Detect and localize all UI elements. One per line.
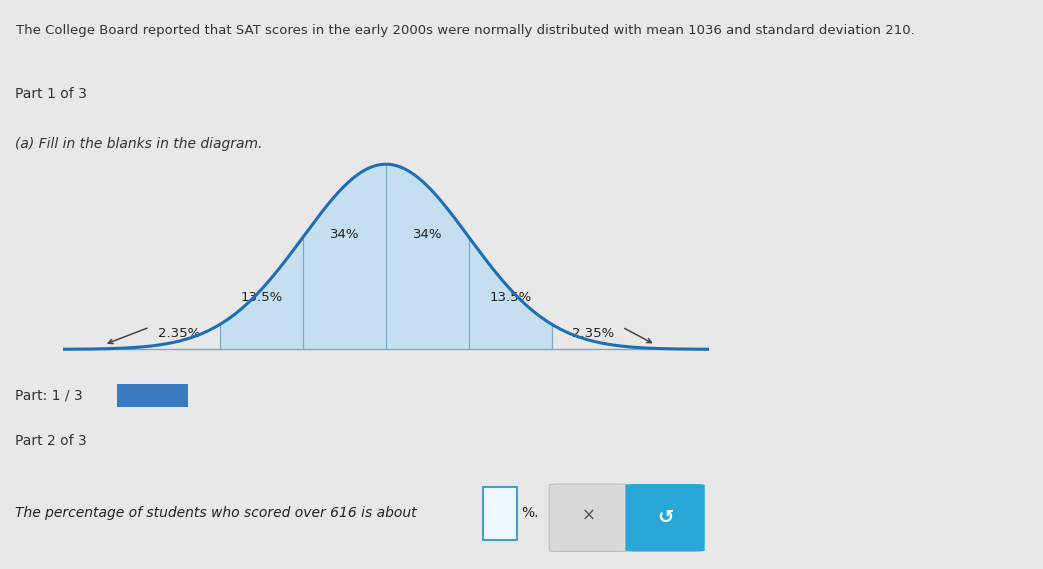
- Text: The College Board reported that SAT scores in the early 2000s were normally dist: The College Board reported that SAT scor…: [16, 24, 915, 37]
- FancyBboxPatch shape: [626, 484, 705, 551]
- Text: 13.5%: 13.5%: [489, 291, 531, 304]
- Text: %.: %.: [522, 506, 539, 519]
- Bar: [483, 487, 516, 541]
- Text: Part 2 of 3: Part 2 of 3: [16, 434, 87, 448]
- Text: 34%: 34%: [330, 228, 359, 241]
- Text: ↺: ↺: [657, 508, 673, 527]
- Text: (a) Fill in the blanks in the diagram.: (a) Fill in the blanks in the diagram.: [16, 137, 263, 151]
- Text: The percentage of students who scored over 616 is about: The percentage of students who scored ov…: [16, 506, 417, 519]
- Text: Part 1 of 3: Part 1 of 3: [16, 87, 88, 101]
- Bar: [117, 384, 188, 407]
- Text: 2.35%: 2.35%: [572, 327, 614, 340]
- Text: ×: ×: [582, 507, 596, 525]
- FancyBboxPatch shape: [549, 484, 629, 551]
- Text: 2.35%: 2.35%: [157, 327, 200, 340]
- Text: 34%: 34%: [413, 228, 442, 241]
- Bar: [117, 384, 331, 407]
- Text: Part: 1 / 3: Part: 1 / 3: [16, 389, 82, 402]
- Text: 13.5%: 13.5%: [241, 291, 283, 304]
